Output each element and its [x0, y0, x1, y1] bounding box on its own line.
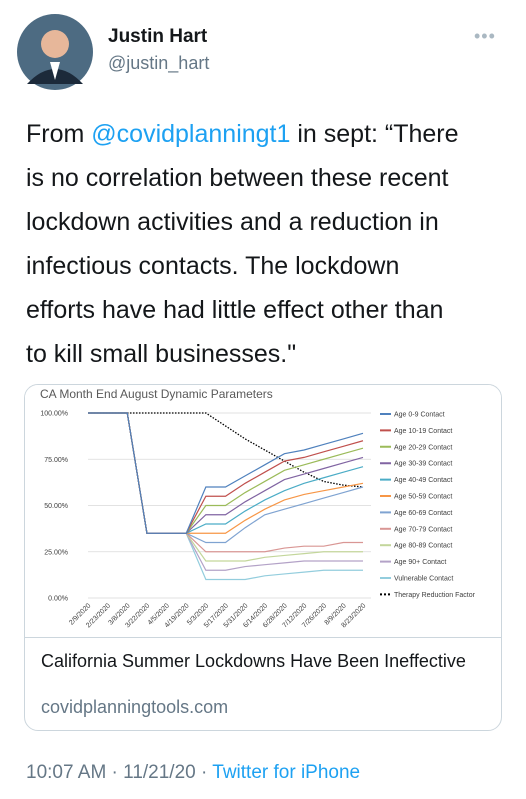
- separator: ·: [195, 762, 213, 783]
- legend-label: Age 50-59 Contact: [394, 494, 452, 501]
- date: 11/21/20: [123, 762, 196, 783]
- legend-label: Age 40-49 Contact: [394, 477, 452, 484]
- legend-label: Therapy Reduction Factor: [394, 592, 476, 599]
- handle[interactable]: @justin_hart: [108, 53, 210, 73]
- y-tick-label: 0.00%: [48, 596, 68, 603]
- legend-label: Age 0-9 Contact: [394, 412, 445, 419]
- card-domain: covidplanningtools.com: [41, 697, 229, 717]
- mention[interactable]: @covidplanningt1: [91, 120, 291, 148]
- link-card[interactable]: CA Month End August Dynamic Parameters 0…: [24, 384, 502, 731]
- timestamp: 10:07 AM: [26, 762, 107, 783]
- legend-label: Age 80-89 Contact: [394, 543, 452, 550]
- text-line: lockdown activities and a reduction in: [26, 208, 439, 236]
- legend-label: Vulnerable Contact: [394, 576, 453, 583]
- avatar[interactable]: [17, 14, 93, 90]
- text-line: From @covidplanningt1 in sept: “There: [26, 112, 516, 156]
- tweet-footer: 10:07 AM · 11/21/20 · Twitter for iPhone: [26, 762, 360, 784]
- more-button[interactable]: •••: [474, 26, 496, 46]
- legend-label: Age 30-39 Contact: [394, 461, 452, 468]
- text: From: [26, 120, 92, 148]
- tweet-text: From @covidplanningt1 in sept: “There is…: [26, 112, 516, 376]
- text-line: to kill small businesses.": [26, 340, 297, 368]
- legend-label: Age 10-19 Contact: [394, 428, 452, 435]
- y-tick-label: 25.00%: [44, 549, 68, 556]
- chart: CA Month End August Dynamic Parameters 0…: [25, 385, 501, 637]
- text: in sept: “There: [290, 120, 459, 148]
- y-tick-label: 50.00%: [44, 503, 68, 510]
- source[interactable]: Twitter for iPhone: [212, 762, 361, 783]
- legend-label: Age 90+ Contact: [394, 559, 446, 566]
- series-line: [88, 412, 364, 534]
- series-line: [88, 412, 364, 488]
- y-tick-label: 75.00%: [44, 457, 68, 464]
- legend-label: Age 20-29 Contact: [394, 444, 452, 451]
- separator: ·: [106, 762, 124, 783]
- legend-label: Age 60-69 Contact: [394, 510, 452, 517]
- card-title: California Summer Lockdowns Have Been In…: [41, 651, 466, 671]
- display-name[interactable]: Justin Hart: [108, 26, 208, 47]
- text-line: is no correlation between these recent: [26, 164, 449, 192]
- y-tick-label: 100.00%: [40, 411, 68, 418]
- text-line: efforts have had little effect other tha…: [26, 296, 444, 324]
- legend-label: Age 70-79 Contact: [394, 526, 452, 533]
- text-line: infectious contacts. The lockdown: [26, 252, 400, 280]
- text-lines: is no correlation between these recent lo…: [26, 156, 516, 376]
- chart-title: CA Month End August Dynamic Parameters: [40, 387, 273, 401]
